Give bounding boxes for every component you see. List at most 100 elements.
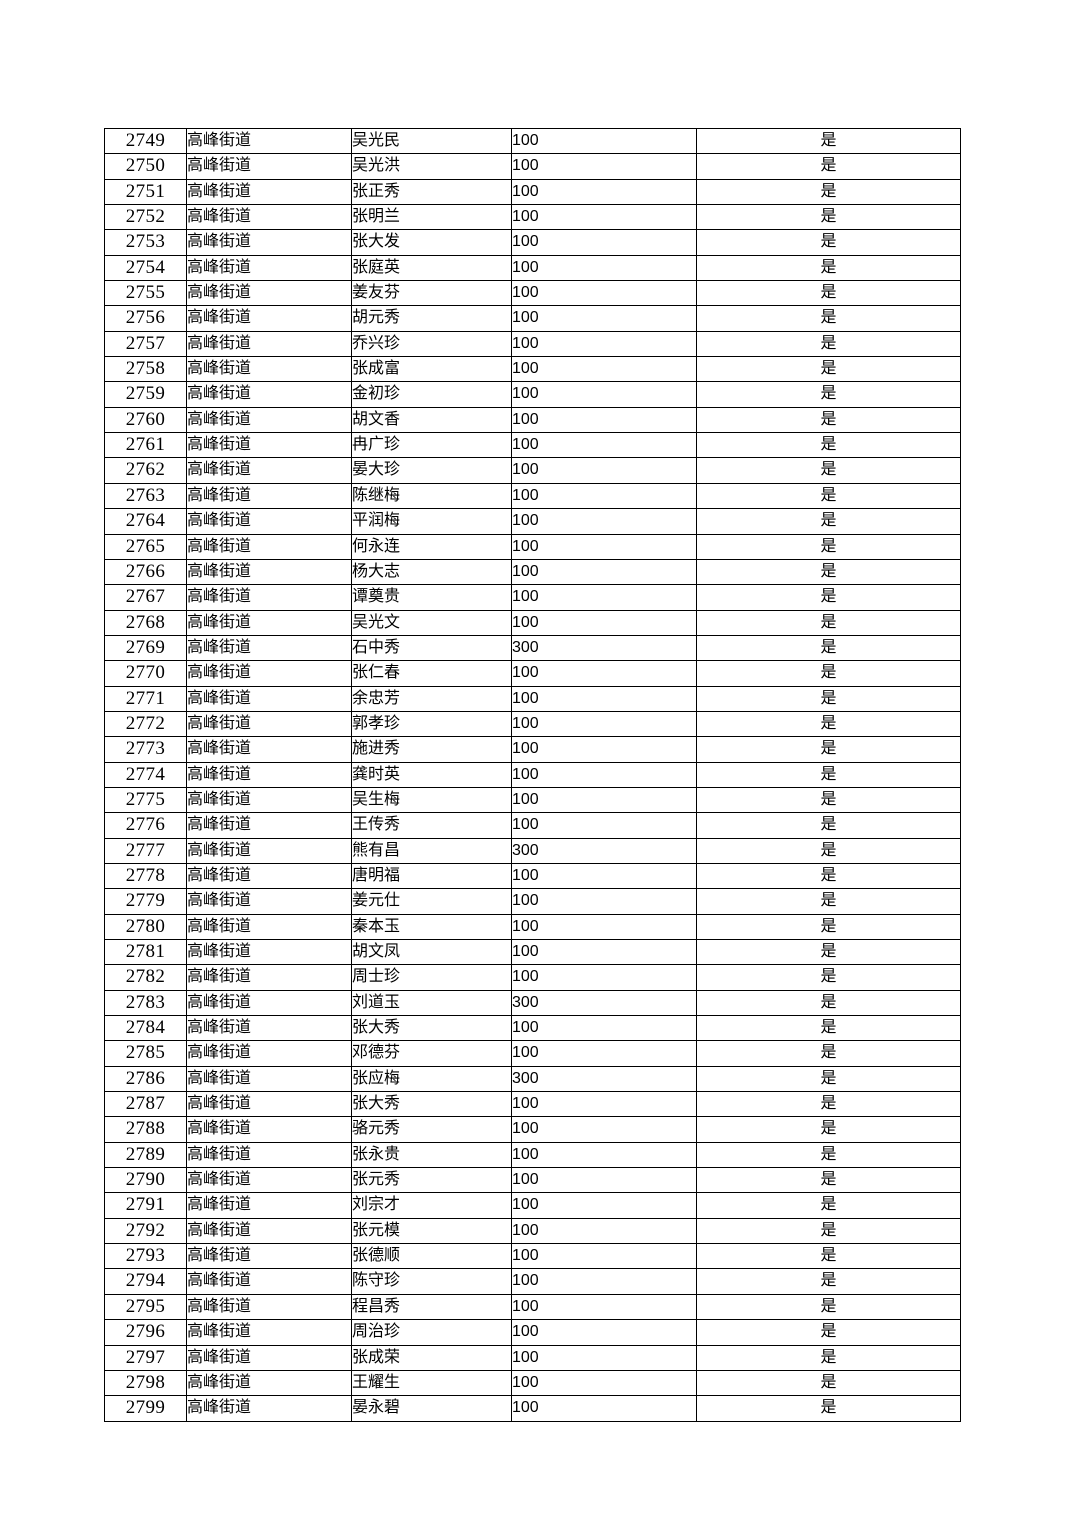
- cell-person-name: 刘道玉: [351, 989, 512, 1017]
- cell-sequence-number: 2797: [104, 1344, 187, 1371]
- cell-street-name: 高峰街道: [186, 1217, 352, 1245]
- cell-eligibility-flag: 是: [696, 1344, 961, 1371]
- cell-eligibility-flag: 是: [696, 178, 961, 206]
- cell-person-name: 张明兰: [351, 204, 512, 231]
- cell-amount: 100: [511, 482, 697, 510]
- cell-amount: 100: [511, 1015, 697, 1042]
- cell-eligibility-flag: 是: [696, 1319, 961, 1346]
- cell-person-name: 邓德芬: [351, 1040, 512, 1067]
- cell-amount: 100: [511, 533, 697, 560]
- cell-eligibility-flag: 是: [696, 432, 961, 459]
- cell-amount: 100: [511, 1040, 697, 1067]
- cell-eligibility-flag: 是: [696, 1268, 961, 1295]
- table-row: 2755 高峰街道 姜友芬 100 是: [104, 280, 961, 307]
- cell-eligibility-flag: 是: [696, 533, 961, 560]
- table-row: 2754 高峰街道 张庭英 100 是: [104, 254, 961, 282]
- cell-eligibility-flag: 是: [696, 229, 961, 256]
- cell-amount: 100: [511, 1091, 697, 1118]
- cell-amount: 100: [511, 1167, 697, 1194]
- roster-table: 2749 高峰街道 吴光民 100 是 2750 高峰街道 吴光洪 100 是 2751 高峰街道 张正…: [104, 127, 961, 1422]
- cell-street-name: 高峰街道: [186, 812, 352, 839]
- cell-eligibility-flag: 是: [696, 710, 961, 738]
- cell-amount: 100: [511, 1141, 697, 1169]
- cell-eligibility-flag: 是: [696, 1040, 961, 1067]
- cell-eligibility-flag: 是: [696, 1395, 961, 1422]
- table-row: 2768 高峰街道 吴光文 100 是: [104, 609, 961, 636]
- cell-person-name: 吴光民: [351, 127, 512, 155]
- cell-person-name: 程昌秀: [351, 1293, 512, 1321]
- cell-person-name: 冉广珍: [351, 432, 512, 459]
- table-row: 2779 高峰街道 姜元仕 100 是: [104, 888, 961, 915]
- cell-street-name: 高峰街道: [186, 1319, 352, 1346]
- cell-person-name: 施进秀: [351, 736, 512, 763]
- cell-street-name: 高峰街道: [186, 482, 352, 510]
- table-row: 2796 高峰街道 周治珍 100 是: [104, 1319, 961, 1346]
- cell-person-name: 张永贵: [351, 1141, 512, 1169]
- cell-person-name: 张庭英: [351, 254, 512, 282]
- cell-person-name: 平润梅: [351, 508, 512, 535]
- table-row: 2780 高峰街道 秦本玉 100 是: [104, 913, 961, 941]
- cell-eligibility-flag: 是: [696, 330, 961, 358]
- cell-person-name: 胡元秀: [351, 305, 512, 332]
- table-row: 2763 高峰街道 陈继梅 100 是: [104, 482, 961, 510]
- cell-eligibility-flag: 是: [696, 1217, 961, 1245]
- cell-person-name: 熊有昌: [351, 837, 512, 864]
- cell-eligibility-flag: 是: [696, 685, 961, 712]
- cell-eligibility-flag: 是: [696, 1167, 961, 1194]
- cell-amount: 100: [511, 736, 697, 763]
- cell-person-name: 张大秀: [351, 1091, 512, 1118]
- cell-amount: 100: [511, 229, 697, 256]
- cell-street-name: 高峰街道: [186, 761, 352, 788]
- cell-street-name: 高峰街道: [186, 1091, 352, 1118]
- cell-eligibility-flag: 是: [696, 204, 961, 231]
- cell-sequence-number: 2785: [104, 1040, 187, 1067]
- cell-amount: 100: [511, 1268, 697, 1295]
- cell-sequence-number: 2774: [104, 761, 187, 788]
- cell-person-name: 骆元秀: [351, 1116, 512, 1143]
- cell-eligibility-flag: 是: [696, 305, 961, 332]
- table-row: 2786 高峰街道 张应梅 300 是: [104, 1065, 961, 1093]
- table-row: 2767 高峰街道 谭奠贵 100 是: [104, 584, 961, 611]
- table-row: 2784 高峰街道 张大秀 100 是: [104, 1015, 961, 1042]
- table-row: 2761 高峰街道 冉广珍 100 是: [104, 432, 961, 459]
- cell-sequence-number: 2760: [104, 406, 187, 434]
- cell-person-name: 龚时英: [351, 761, 512, 788]
- cell-sequence-number: 2762: [104, 457, 187, 484]
- cell-sequence-number: 2789: [104, 1141, 187, 1169]
- cell-person-name: 胡文凤: [351, 938, 512, 966]
- cell-street-name: 高峰街道: [186, 1141, 352, 1169]
- cell-sequence-number: 2769: [104, 634, 187, 662]
- cell-amount: 100: [511, 254, 697, 282]
- cell-street-name: 高峰街道: [186, 862, 352, 890]
- cell-eligibility-flag: 是: [696, 660, 961, 687]
- cell-eligibility-flag: 是: [696, 964, 961, 991]
- cell-eligibility-flag: 是: [696, 127, 961, 155]
- cell-person-name: 秦本玉: [351, 913, 512, 941]
- cell-eligibility-flag: 是: [696, 736, 961, 763]
- cell-amount: 100: [511, 812, 697, 839]
- table-row: 2785 高峰街道 邓德芬 100 是: [104, 1040, 961, 1067]
- cell-person-name: 吴光洪: [351, 153, 512, 180]
- cell-person-name: 张元模: [351, 1217, 512, 1245]
- roster-table-container: 2749 高峰街道 吴光民 100 是 2750 高峰街道 吴光洪 100 是 2751 高峰街道 张正…: [104, 127, 961, 1422]
- cell-street-name: 高峰街道: [186, 406, 352, 434]
- cell-street-name: 高峰街道: [186, 1344, 352, 1371]
- cell-person-name: 唐明福: [351, 862, 512, 890]
- table-row: 2759 高峰街道 金初珍 100 是: [104, 381, 961, 408]
- cell-amount: 100: [511, 406, 697, 434]
- cell-amount: 100: [511, 1369, 697, 1397]
- cell-eligibility-flag: 是: [696, 1015, 961, 1042]
- cell-sequence-number: 2763: [104, 482, 187, 510]
- cell-person-name: 张德顺: [351, 1243, 512, 1270]
- table-row: 2749 高峰街道 吴光民 100 是: [104, 127, 961, 155]
- cell-sequence-number: 2766: [104, 558, 187, 586]
- cell-sequence-number: 2759: [104, 381, 187, 408]
- cell-person-name: 张应梅: [351, 1065, 512, 1093]
- table-row: 2758 高峰街道 张成富 100 是: [104, 356, 961, 383]
- cell-sequence-number: 2749: [104, 127, 187, 155]
- cell-eligibility-flag: 是: [696, 938, 961, 966]
- cell-street-name: 高峰街道: [186, 1116, 352, 1143]
- cell-eligibility-flag: 是: [696, 356, 961, 383]
- cell-eligibility-flag: 是: [696, 1065, 961, 1093]
- cell-street-name: 高峰街道: [186, 305, 352, 332]
